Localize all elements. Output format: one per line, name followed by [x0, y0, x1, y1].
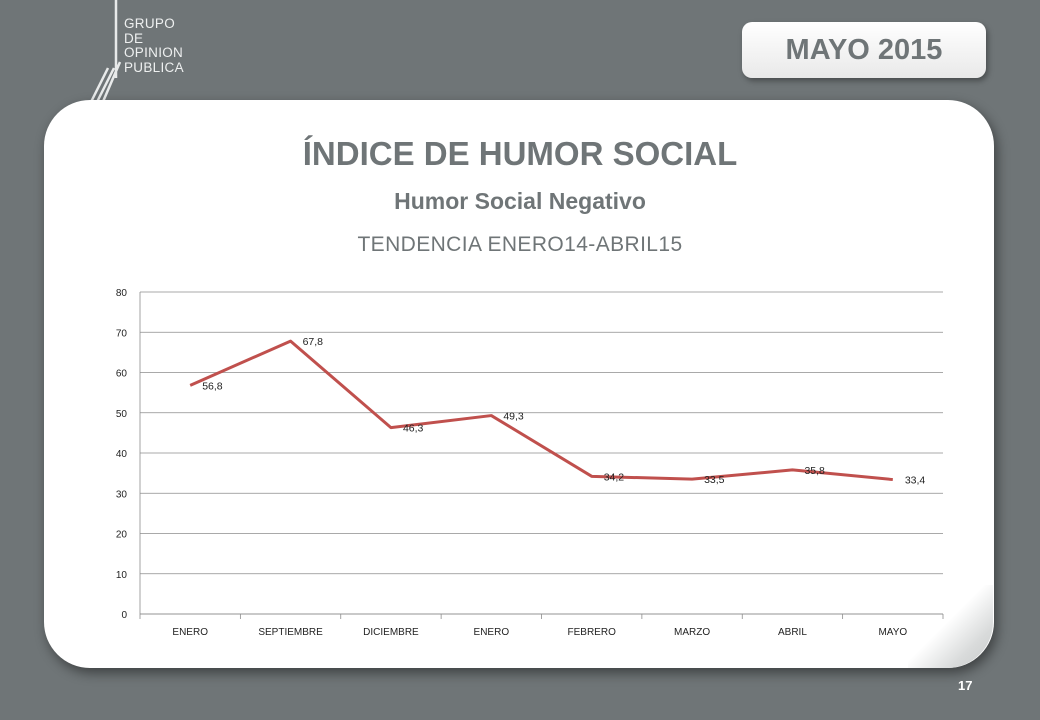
logo-line: DE [124, 30, 144, 46]
data-label: 33,4 [905, 475, 926, 487]
y-tick-label: 20 [116, 530, 128, 541]
grupo-opinion-publica-logo [88, 0, 122, 105]
data-label: 49,3 [503, 411, 524, 423]
data-label: 33,5 [704, 474, 725, 486]
x-tick-label: MARZO [674, 627, 710, 638]
y-tick-label: 10 [116, 570, 128, 581]
data-label: 67,8 [303, 336, 324, 348]
y-tick-label: 70 [116, 328, 128, 339]
y-tick-label: 80 [116, 288, 128, 299]
logo-line: PUBLICA [124, 59, 184, 75]
data-label: 35,8 [804, 465, 825, 477]
chart-subtitle: Humor Social Negativo [394, 188, 646, 214]
y-tick-label: 30 [116, 489, 128, 500]
x-tick-label: DICIEMBRE [363, 627, 419, 638]
chart-title: ÍNDICE DE HUMOR SOCIAL [302, 135, 738, 172]
data-label: 34,2 [604, 471, 625, 483]
logo-line: GRUPO [124, 16, 176, 31]
logo-line: OPINION [124, 45, 184, 60]
x-tick-label: FEBRERO [568, 627, 617, 638]
date-badge: MAYO 2015 [742, 22, 986, 78]
page-curl-decoration [908, 585, 993, 668]
x-tick-label: ABRIL [778, 627, 807, 638]
logo-text: GRUPO DE OPINION PUBLICA [124, 16, 184, 75]
x-tick-label: SEPTIEMBRE [258, 627, 323, 638]
y-tick-label: 0 [121, 610, 127, 621]
y-tick-label: 50 [116, 409, 128, 420]
x-tick-label: MAYO [878, 627, 907, 638]
y-tick-label: 40 [116, 449, 128, 460]
series-line [189, 339, 893, 482]
data-label: 46,3 [403, 423, 424, 435]
chart-range-label: TENDENCIA ENERO14-ABRIL15 [357, 233, 683, 256]
x-tick-label: ENERO [172, 627, 208, 638]
slide-card [44, 100, 994, 668]
y-tick-label: 60 [116, 369, 128, 380]
x-tick-label: ENERO [474, 627, 510, 638]
data-label: 56,8 [202, 380, 223, 392]
page-number: 17 [958, 678, 973, 693]
